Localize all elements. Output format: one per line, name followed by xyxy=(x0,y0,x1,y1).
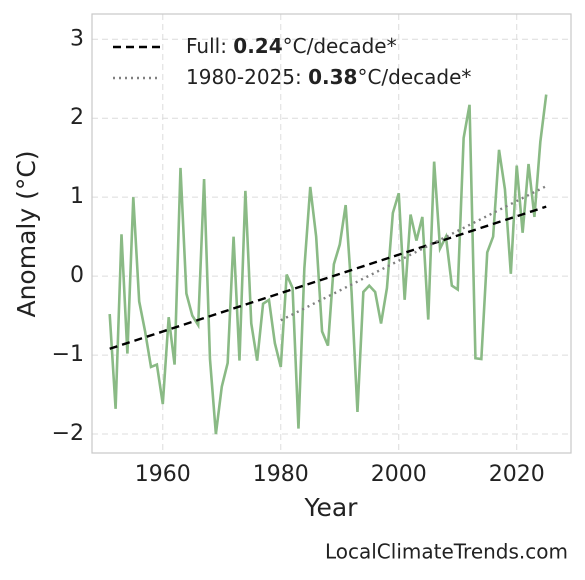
legend-label: Full: 0.24°C/decade* xyxy=(186,34,397,58)
y-tick-label: −1 xyxy=(52,342,84,367)
plot-frame xyxy=(91,13,572,454)
y-tick-label: 1 xyxy=(70,184,84,209)
x-tick-label: 1960 xyxy=(135,462,191,487)
legend-label: 1980-2025: 0.38°C/decade* xyxy=(186,65,471,89)
y-tick-label: −2 xyxy=(52,421,84,446)
legend-text: 0.24 xyxy=(233,34,282,58)
footer: LocalClimateTrends.com xyxy=(325,540,568,564)
x-axis-label: Year xyxy=(304,493,359,522)
legend-text: °C/decade* xyxy=(357,65,471,89)
y-tick-label: 0 xyxy=(70,263,84,288)
y-tick-label: 3 xyxy=(70,26,84,51)
data-line xyxy=(108,94,548,435)
y-tick-label: 2 xyxy=(70,105,84,130)
x-tick-label: 1980 xyxy=(253,462,309,487)
y-axis-label: Anomaly (°C) xyxy=(12,150,41,317)
trend-line xyxy=(280,185,547,322)
legend-text: °C/decade* xyxy=(283,34,397,58)
legend-text: Full: xyxy=(186,34,233,58)
trend-line xyxy=(109,205,547,350)
x-tick-label: 2000 xyxy=(371,462,427,487)
legend-text: 0.38 xyxy=(308,65,357,89)
legend-text: 1980-2025: xyxy=(186,65,308,89)
x-tick-label: 2020 xyxy=(489,462,545,487)
